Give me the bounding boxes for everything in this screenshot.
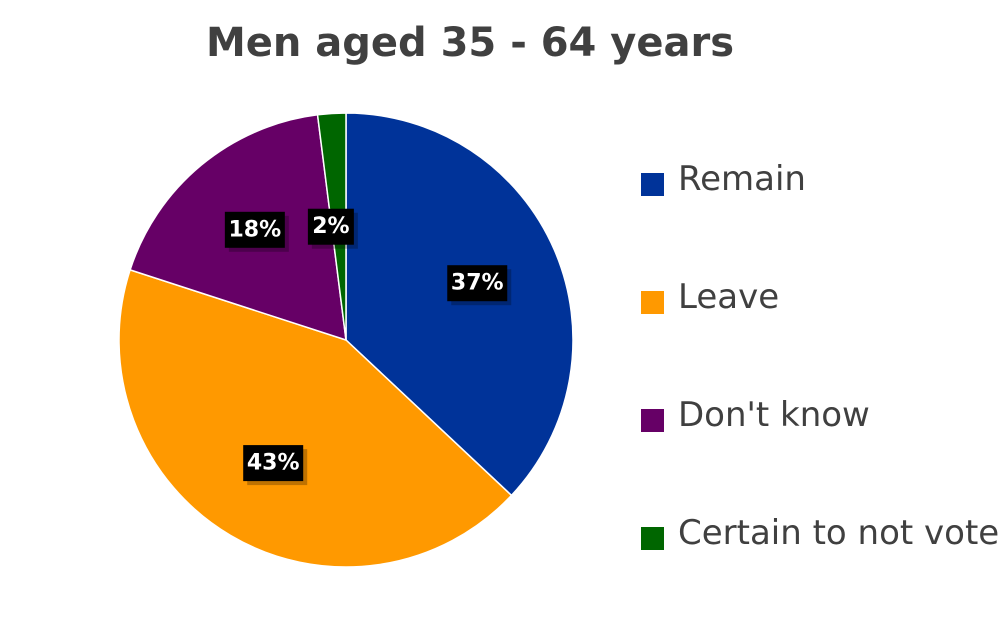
pie-slice-leave (118, 268, 513, 568)
data-label-remain: 37% (447, 265, 512, 306)
legend-label-leave: Leave (678, 277, 780, 317)
legend-item-certain-not-vote: Certain to not vote (641, 509, 1008, 627)
legend-swatch-certain-not-vote (641, 527, 664, 550)
data-label-leave: 43% (243, 445, 308, 486)
legend-item-leave: Leave (641, 273, 1008, 391)
pie-slice-remain (345, 112, 574, 497)
legend-label-dont-know: Don't know (678, 395, 870, 435)
legend-swatch-dont-know (641, 409, 664, 432)
legend-label-remain: Remain (678, 159, 806, 199)
chart-title: Men aged 35 - 64 years (205, 20, 735, 66)
chart: Men aged 35 - 64 years 37% 43% 18% 2% Remai… (118, 20, 999, 568)
data-label-text: 43% (247, 451, 300, 476)
legend-item-dont-know: Don't know (641, 391, 1008, 509)
data-label-box (224, 211, 285, 248)
legend-swatch-remain (641, 173, 664, 196)
data-label-text: 18% (229, 217, 282, 242)
data-label-dont-know: 18% (224, 211, 289, 252)
legend: Remain Leave Don't know Certain to not v… (641, 155, 1008, 627)
data-label-text: 37% (451, 271, 504, 296)
pie-chart: 37% 43% 18% 2% (118, 112, 574, 568)
data-label-box (307, 208, 354, 245)
legend-item-remain: Remain (641, 155, 1008, 273)
legend-swatch-leave (641, 291, 664, 314)
data-label-certain-not-vote: 2% (307, 208, 358, 249)
legend-label-certain-not-vote: Certain to not vote (678, 513, 1000, 553)
data-label-text: 2% (312, 214, 349, 239)
data-label-box (243, 445, 304, 482)
data-label-box (447, 265, 508, 302)
